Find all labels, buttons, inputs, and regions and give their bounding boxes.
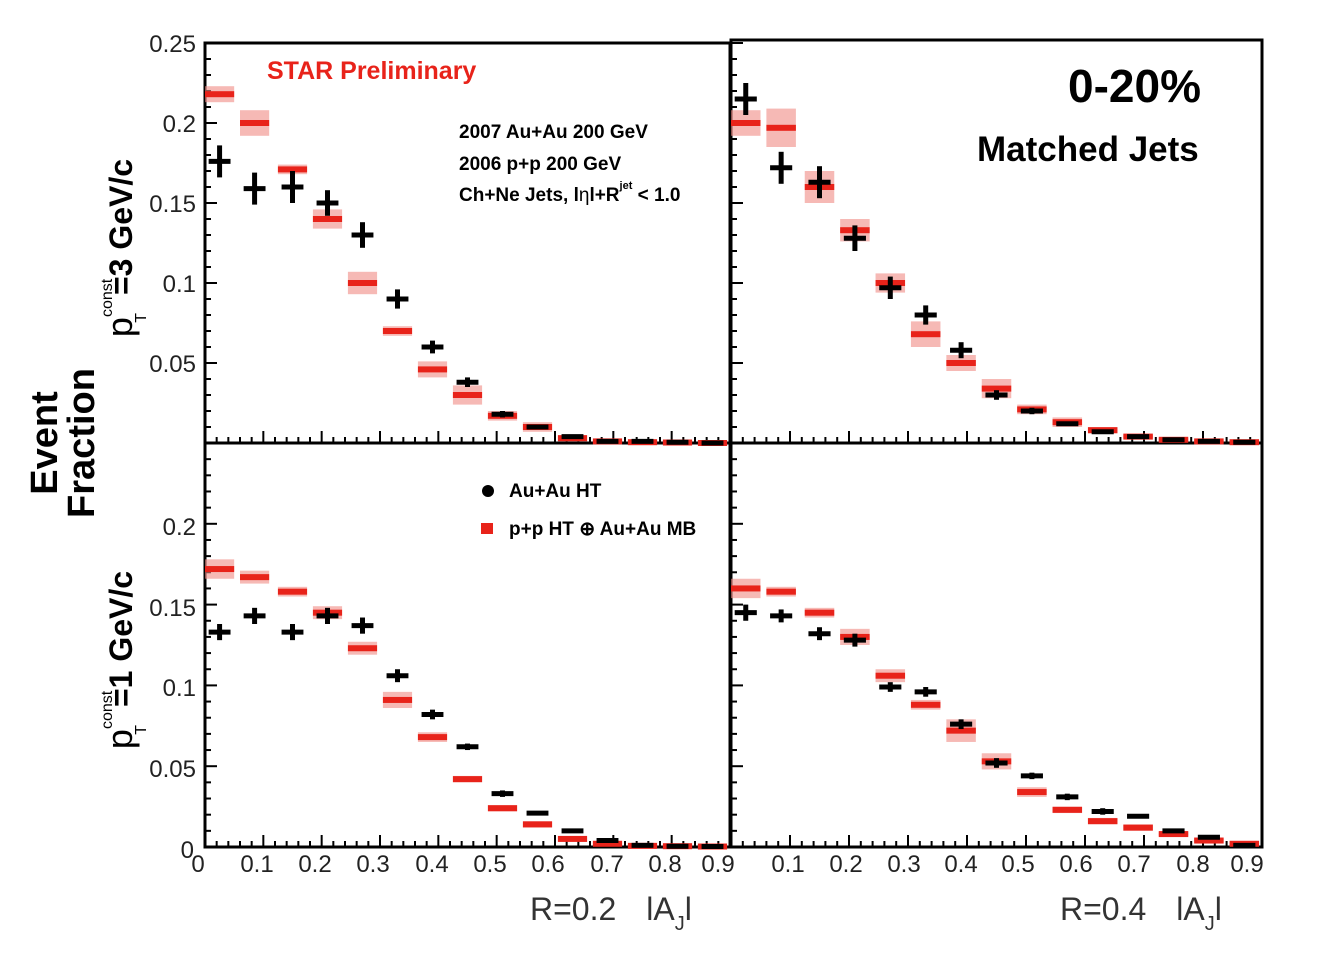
pp-point: [1052, 806, 1083, 813]
pp-point: [946, 360, 976, 366]
pp-point: [347, 280, 378, 286]
pp-point: [557, 835, 588, 842]
y-tick-label: 0: [181, 837, 194, 864]
pp-point: [277, 166, 308, 173]
row-label-bottom: pconstT=1 GeV/c: [99, 571, 150, 749]
annotation-auau: 2007 Au+Au 200 GeV: [459, 122, 648, 143]
x-tick-label: 0.6: [531, 851, 564, 878]
y-axis-title-event: Event: [24, 391, 66, 495]
y-tick-labels-top: 0.25 0.2 0.15 0.1 0.05: [149, 31, 196, 378]
x-tick-label: 0.2: [829, 851, 862, 878]
pp-point: [1123, 824, 1153, 831]
x-tick-label: 0.8: [1176, 851, 1209, 878]
x-tick-label: 0.4: [944, 851, 977, 878]
pp-point: [205, 91, 235, 98]
pp-point: [946, 727, 976, 734]
legend-marker-pp: [481, 523, 493, 534]
x-tick-label: 0.3: [356, 851, 389, 878]
x-tick-label: 0.7: [590, 851, 623, 878]
pp-point: [205, 566, 235, 573]
data-marks: [205, 83, 1260, 850]
pp-point: [981, 385, 1012, 392]
pp-point: [1087, 818, 1118, 825]
pp-point: [382, 696, 413, 703]
y-axis-title-fraction: Fraction: [61, 368, 103, 518]
pp-point: [766, 124, 796, 131]
x-tick-labels-left: 0 0.1 0.2 0.3 0.4 0.5 0.6 0.7 0.8 0.9: [191, 851, 734, 878]
x-tick-labels-right: 0.1 0.2 0.3 0.4 0.5 0.6 0.7 0.8 0.9: [771, 851, 1263, 878]
pp-point: [731, 120, 761, 126]
y-tick-label: 0.1: [163, 271, 196, 298]
pp-point: [417, 734, 448, 741]
y-tick-label: 0.05: [149, 756, 196, 783]
row-label-top: pconstT=3 GeV/c: [99, 159, 150, 337]
pp-point: [277, 588, 308, 595]
y-tick-label: 0.25: [149, 31, 196, 58]
pp-point: [452, 392, 483, 398]
pp-point: [804, 609, 835, 616]
x-tick-label: 0.5: [1001, 851, 1034, 878]
pp-point: [347, 645, 378, 652]
annotation-jets: Ch+Ne Jets, lηl+Rjet < 1.0: [459, 180, 680, 206]
x-tick-label: 0.7: [1117, 851, 1150, 878]
y-tick-label: 0.2: [163, 111, 196, 138]
matched-jets-label: Matched Jets: [977, 130, 1199, 169]
legend: Au+Au HT p+p HT ⊕ Au+Au MB: [481, 481, 696, 540]
centrality-label: 0-20%: [1068, 60, 1201, 112]
pp-point: [417, 366, 448, 373]
pp-point: [1194, 837, 1224, 844]
axis-ticks: [204, 42, 1263, 848]
x-tick-label: 0.8: [648, 851, 681, 878]
x-tick-label: 0.2: [298, 851, 331, 878]
pp-point: [522, 821, 553, 828]
y-tick-labels-bottom: 0.2 0.15 0.1 0.05 0: [149, 514, 196, 864]
x-tick-label: 0.5: [473, 851, 506, 878]
pp-point: [910, 701, 941, 708]
legend-label-pp: p+p HT ⊕ Au+Au MB: [509, 519, 696, 540]
pp-point: [910, 331, 941, 338]
x-tick-label: 0.4: [415, 851, 448, 878]
y-tick-label: 0.1: [163, 675, 196, 702]
panel-frames: [203, 38, 1264, 849]
x-axis-title-left: R=0.2 lAJl: [530, 891, 692, 935]
pp-point: [240, 574, 270, 581]
x-tick-label: 0.1: [240, 851, 273, 878]
pp-point: [592, 840, 623, 847]
x-axis-title-right: R=0.4 lAJl: [1060, 891, 1222, 935]
pp-point: [487, 805, 518, 812]
pp-point: [731, 585, 761, 592]
x-tick-label: 0.3: [887, 851, 920, 878]
x-tick-label: 0.9: [701, 851, 734, 878]
pp-point: [382, 328, 413, 334]
y-tick-label: 0.15: [149, 595, 196, 622]
panel-bottom-left-frame: [203, 441, 732, 849]
panel-bottom-right-frame: [729, 441, 1264, 849]
y-tick-label: 0.2: [163, 514, 196, 541]
pp-point: [1017, 789, 1047, 796]
pp-point: [875, 672, 906, 679]
x-tick-label: 0: [191, 851, 204, 878]
star-preliminary-label: STAR Preliminary: [267, 57, 476, 85]
pp-point: [766, 588, 796, 595]
pp-point: [312, 216, 343, 222]
y-tick-label: 0.15: [149, 191, 196, 218]
legend-marker-auau: [482, 485, 494, 497]
x-tick-label: 0.6: [1059, 851, 1092, 878]
pp-point: [1158, 831, 1189, 838]
x-tick-label: 0.9: [1230, 851, 1263, 878]
pp-point: [452, 776, 483, 783]
pp-point: [240, 120, 270, 126]
annotation-pp: 2006 p+p 200 GeV: [459, 154, 621, 175]
legend-label-auau: Au+Au HT: [509, 481, 602, 502]
x-tick-label: 0.1: [771, 851, 804, 878]
y-tick-label: 0.05: [149, 351, 196, 378]
